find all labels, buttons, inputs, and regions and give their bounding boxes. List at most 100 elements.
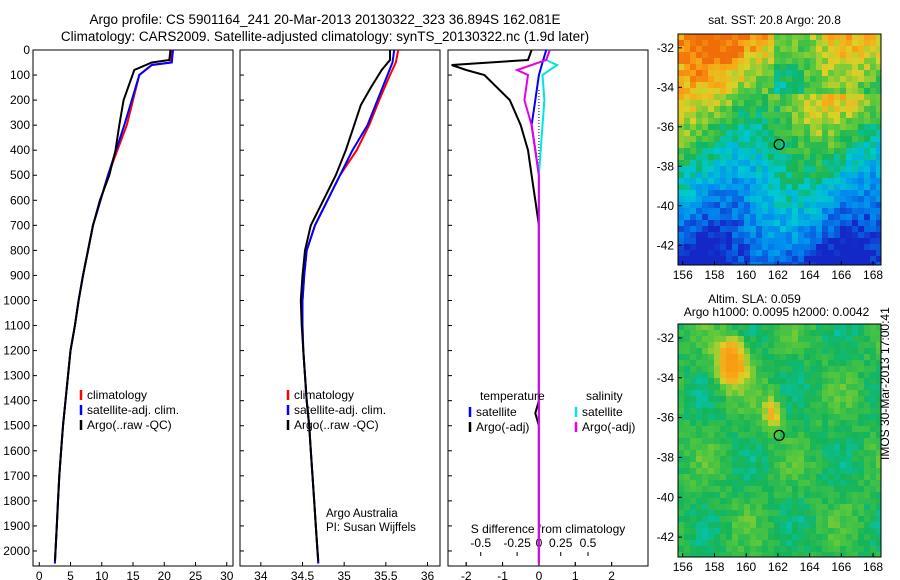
heatmap-cell: [684, 46, 690, 52]
heatmap-cell: [822, 522, 828, 528]
heatmap-cell: [840, 82, 846, 88]
heatmap-cell: [678, 438, 684, 444]
heatmap-cell: [708, 154, 714, 160]
heatmap-cell: [804, 546, 810, 552]
heatmap-cell: [870, 244, 876, 250]
heatmap-cell: [858, 184, 864, 190]
heatmap-cell: [738, 160, 744, 166]
heatmap-cell: [804, 256, 810, 262]
heatmap-cell: [870, 40, 876, 46]
heatmap-cell: [846, 444, 852, 450]
heatmap-cell: [846, 154, 852, 160]
heatmap-cell: [834, 166, 840, 172]
heatmap-cell: [762, 402, 768, 408]
heatmap-cell: [678, 528, 684, 534]
heatmap-cell: [876, 88, 881, 94]
heatmap-cell: [870, 118, 876, 124]
heatmap-cell: [690, 552, 696, 557]
heatmap-cell: [798, 202, 804, 208]
heatmap-cell: [768, 486, 774, 492]
heatmap-cell: [846, 552, 852, 557]
heatmap-cell: [720, 40, 726, 46]
heatmap-cell: [756, 136, 762, 142]
heatmap-cell: [786, 142, 792, 148]
heatmap-cell: [732, 76, 738, 82]
heatmap-cell: [762, 178, 768, 184]
heatmap-cell: [780, 522, 786, 528]
heatmap-cell: [768, 408, 774, 414]
heatmap-cell: [738, 420, 744, 426]
heatmap-cell: [798, 414, 804, 420]
heatmap-cell: [828, 172, 834, 178]
heatmap-cell: [750, 366, 756, 372]
heatmap-cell: [756, 214, 762, 220]
heatmap-cell: [858, 444, 864, 450]
heatmap-cell: [750, 396, 756, 402]
heatmap-cell: [684, 184, 690, 190]
heatmap-cell: [708, 178, 714, 184]
heatmap-cell: [684, 492, 690, 498]
heatmap-cell: [744, 456, 750, 462]
heatmap-cell: [852, 384, 858, 390]
heatmap-cell: [732, 262, 738, 265]
heatmap-cell: [714, 378, 720, 384]
heatmap-cell: [816, 432, 822, 438]
heatmap-cell: [804, 504, 810, 510]
heatmap-cell: [720, 360, 726, 366]
heatmap-cell: [732, 528, 738, 534]
heatmap-cell: [810, 112, 816, 118]
heatmap-cell: [846, 480, 852, 486]
heatmap-cell: [864, 262, 870, 265]
heatmap-cell: [846, 330, 852, 336]
heatmap-cell: [714, 88, 720, 94]
heatmap-cell: [834, 262, 840, 265]
heatmap-cell: [816, 342, 822, 348]
heatmap-cell: [762, 34, 768, 40]
heatmap-cell: [684, 136, 690, 142]
heatmap-cell: [744, 432, 750, 438]
series-line-salinity-argo-adj-: [514, 49, 551, 564]
heatmap-cell: [738, 118, 744, 124]
heatmap-cell: [756, 480, 762, 486]
heatmap-cell: [870, 486, 876, 492]
heatmap-cell: [696, 148, 702, 154]
heatmap-cell: [726, 528, 732, 534]
heatmap-cell: [858, 540, 864, 546]
temperature-x-tick-label: 15: [126, 569, 140, 580]
heatmap-cell: [678, 130, 684, 136]
heatmap-cell: [828, 118, 834, 124]
heatmap-cell: [870, 166, 876, 172]
heatmap-cell: [708, 256, 714, 262]
heatmap-cell: [696, 172, 702, 178]
heatmap-cell: [714, 184, 720, 190]
heatmap-cell: [702, 348, 708, 354]
heatmap-cell: [750, 402, 756, 408]
heatmap-cell: [822, 112, 828, 118]
heatmap-cell: [696, 208, 702, 214]
heatmap-cell: [726, 76, 732, 82]
heatmap-cell: [720, 342, 726, 348]
heatmap-cell: [786, 232, 792, 238]
heatmap-cell: [816, 262, 822, 265]
heatmap-cell: [798, 118, 804, 124]
heatmap-cell: [738, 250, 744, 256]
heatmap-cell: [834, 100, 840, 106]
heatmap-cell: [852, 402, 858, 408]
heatmap-cell: [684, 324, 690, 330]
heatmap-cell: [876, 244, 881, 250]
heatmap-cell: [786, 516, 792, 522]
heatmap-cell: [696, 226, 702, 232]
heatmap-cell: [714, 462, 720, 468]
heatmap-cell: [708, 118, 714, 124]
heatmap-cell: [750, 522, 756, 528]
heatmap-cell: [792, 534, 798, 540]
heatmap-cell: [696, 330, 702, 336]
heatmap-cell: [828, 82, 834, 88]
heatmap-cell: [678, 184, 684, 190]
heatmap-cell: [732, 342, 738, 348]
heatmap-cell: [726, 220, 732, 226]
heatmap-cell: [870, 64, 876, 70]
heatmap-cell: [750, 64, 756, 70]
heatmap-cell: [798, 142, 804, 148]
heatmap-cell: [696, 420, 702, 426]
